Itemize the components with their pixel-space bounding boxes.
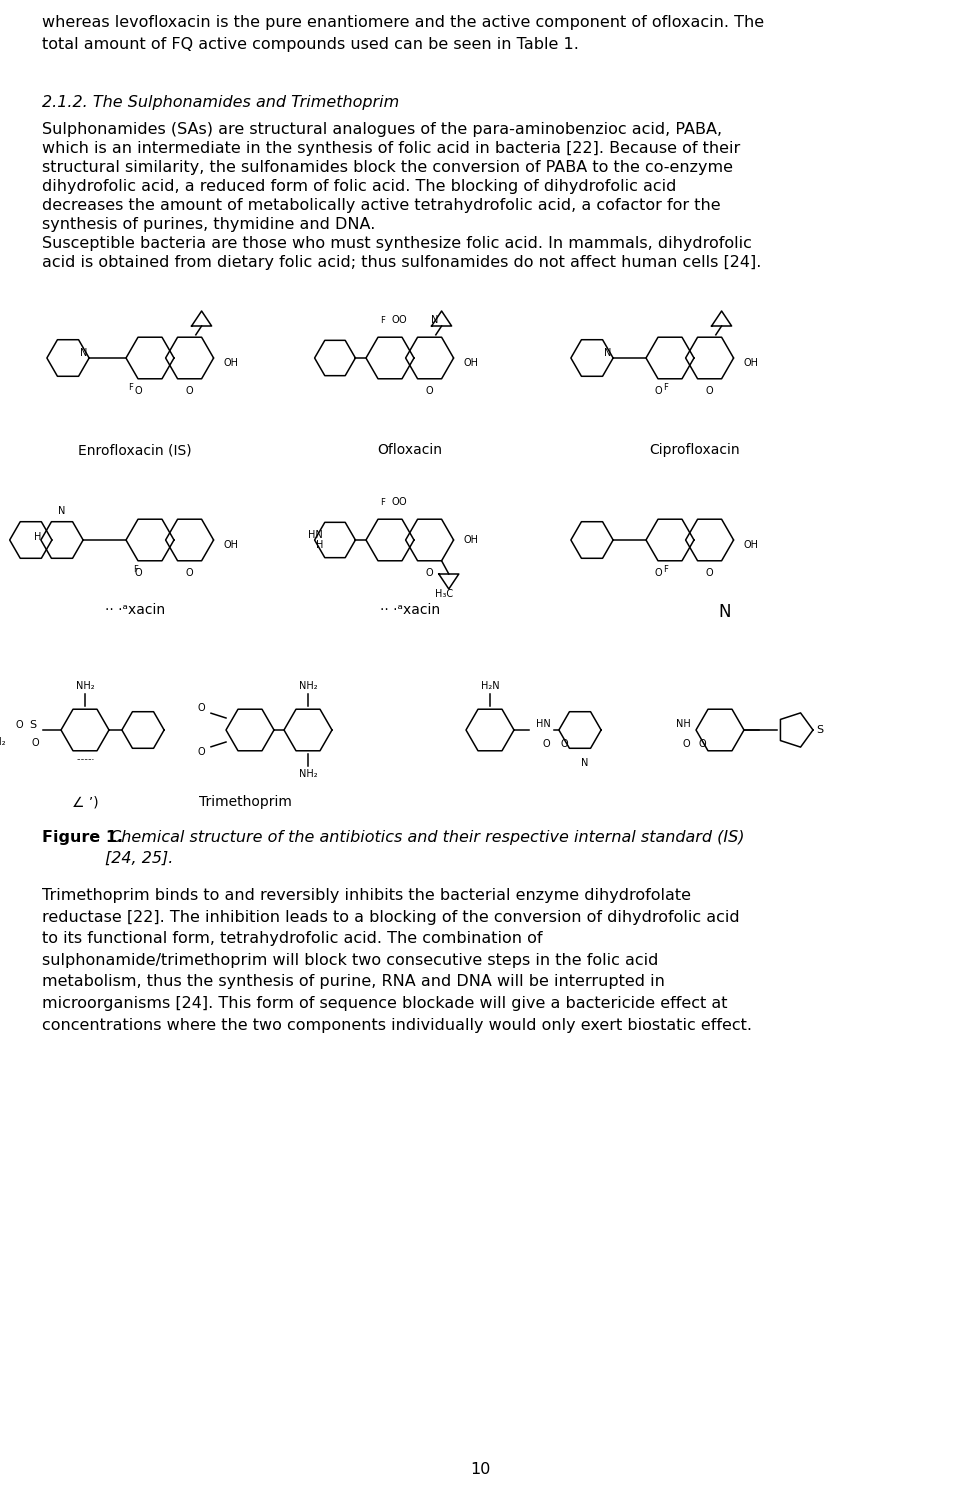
Text: Enrofloxacin (IS): Enrofloxacin (IS)	[78, 444, 192, 457]
Text: O: O	[398, 315, 406, 325]
Text: N: N	[431, 315, 439, 325]
Text: Sulphonamides (SAs) are structural analogues of the para-aminobenzioc acid, PABA: Sulphonamides (SAs) are structural analo…	[42, 121, 722, 136]
Text: F: F	[380, 315, 385, 324]
Text: Ofloxacin: Ofloxacin	[377, 444, 443, 457]
Text: O: O	[706, 568, 713, 579]
Text: HN: HN	[308, 531, 323, 540]
Text: O: O	[426, 568, 433, 579]
Text: O: O	[134, 568, 142, 579]
Text: acid is obtained from dietary folic acid; thus sulfonamides do not affect human : acid is obtained from dietary folic acid…	[42, 255, 761, 270]
Text: HN: HN	[536, 720, 551, 729]
Text: NH₂: NH₂	[76, 681, 94, 691]
Text: OH: OH	[744, 540, 758, 550]
Text: F: F	[129, 382, 133, 391]
Text: Chemical structure of the antibiotics and their respective internal standard (IS: Chemical structure of the antibiotics an…	[105, 830, 745, 866]
Text: O: O	[683, 739, 690, 750]
Text: O: O	[654, 568, 661, 579]
Text: F: F	[662, 382, 667, 391]
Text: O: O	[186, 568, 193, 579]
Text: OH: OH	[464, 358, 479, 367]
Text: whereas levofloxacin is the pure enantiomere and the active component of ofloxac: whereas levofloxacin is the pure enantio…	[42, 15, 764, 51]
Text: OH: OH	[744, 358, 758, 367]
Text: H: H	[316, 540, 323, 550]
Text: which is an intermediate in the synthesis of folic acid in bacteria [22]. Becaus: which is an intermediate in the synthesi…	[42, 141, 740, 156]
Text: F: F	[662, 565, 667, 574]
Text: Trimethoprim: Trimethoprim	[199, 794, 292, 809]
Text: Susceptible bacteria are those who must synthesize folic acid. In mammals, dihyd: Susceptible bacteria are those who must …	[42, 235, 752, 250]
Text: O: O	[197, 703, 204, 714]
Text: O: O	[698, 739, 706, 750]
Text: S: S	[30, 720, 36, 730]
Text: H₃C: H₃C	[435, 589, 453, 600]
Text: O: O	[186, 387, 193, 396]
Text: NH₂: NH₂	[299, 681, 318, 691]
Text: structural similarity, the sulfonamides block the conversion of PABA to the co-e: structural similarity, the sulfonamides …	[42, 160, 733, 175]
Text: dihydrofolic acid, a reduced form of folic acid. The blocking of dihydrofolic ac: dihydrofolic acid, a reduced form of fol…	[42, 178, 677, 193]
Text: O: O	[561, 739, 567, 750]
Text: ·· ·ᵃxacin: ·· ·ᵃxacin	[105, 603, 165, 618]
Text: H₂N: H₂N	[481, 681, 499, 691]
Text: NH₂: NH₂	[0, 738, 6, 747]
Text: O: O	[542, 739, 550, 750]
Text: N: N	[59, 507, 65, 516]
Text: OH: OH	[224, 358, 239, 367]
Text: 2.1.2. The Sulphonamides and Trimethoprim: 2.1.2. The Sulphonamides and Trimethopri…	[42, 94, 399, 109]
Text: O: O	[31, 738, 38, 748]
Text: NH₂: NH₂	[299, 769, 318, 779]
Text: O: O	[654, 387, 661, 396]
Text: O: O	[134, 387, 142, 396]
Text: O: O	[15, 720, 23, 730]
Text: H: H	[35, 532, 41, 543]
Text: synthesis of purines, thymidine and DNA.: synthesis of purines, thymidine and DNA.	[42, 217, 375, 232]
Text: F: F	[380, 498, 385, 507]
Text: N: N	[604, 348, 612, 358]
Text: OH: OH	[224, 540, 239, 550]
Text: S: S	[817, 726, 824, 735]
Text: N: N	[719, 603, 732, 621]
Text: O: O	[391, 498, 398, 507]
Text: ∠ ’): ∠ ’)	[72, 794, 98, 809]
Text: 10: 10	[469, 1462, 491, 1477]
Text: OH: OH	[464, 535, 479, 546]
Text: O: O	[197, 747, 204, 757]
Text: F: F	[133, 565, 138, 574]
Text: O: O	[398, 498, 406, 507]
Text: Figure 1.: Figure 1.	[42, 830, 123, 845]
Text: ·· ·ᵃxacin: ·· ·ᵃxacin	[380, 603, 440, 618]
Text: O: O	[391, 315, 398, 325]
Text: decreases the amount of metabolically active tetrahydrofolic acid, a cofactor fo: decreases the amount of metabolically ac…	[42, 198, 721, 213]
Text: Ciprofloxacin: Ciprofloxacin	[650, 444, 740, 457]
Text: O: O	[426, 387, 433, 396]
Text: Trimethoprim binds to and reversibly inhibits the bacterial enzyme dihydrofolate: Trimethoprim binds to and reversibly inh…	[42, 887, 752, 1033]
Text: N: N	[582, 758, 588, 767]
Text: O: O	[706, 387, 713, 396]
Text: N: N	[80, 348, 87, 358]
Text: NH: NH	[676, 720, 691, 729]
